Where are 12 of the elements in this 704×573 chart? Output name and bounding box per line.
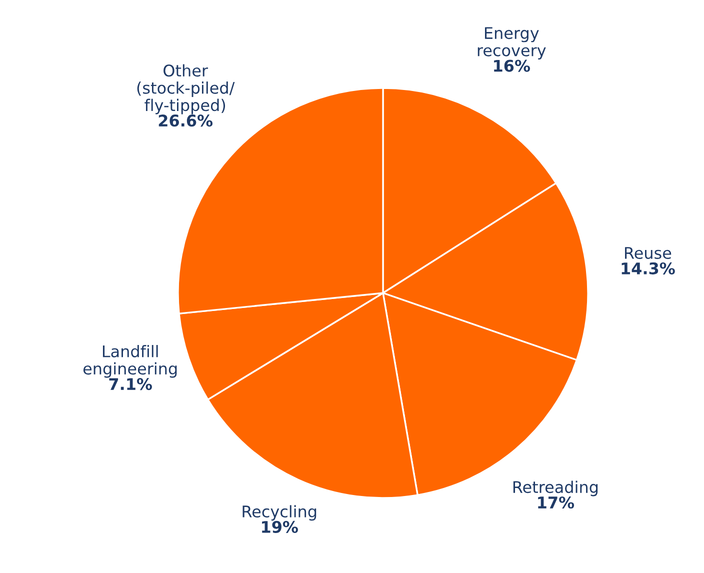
data-label: 19% [262, 520, 298, 533]
slice-label: Recycling [242, 505, 316, 521]
data-label: 7.1% [109, 378, 152, 390]
slice-label: Other (stock-piled/ fly-tipped) [137, 64, 235, 114]
slice-label: Energy recovery [478, 27, 546, 60]
data-label: 17% [538, 496, 574, 509]
data-label: 26.6% [158, 114, 213, 127]
slice-label: Reuse [625, 247, 672, 259]
slice-label: Retreading [513, 480, 598, 496]
data-label: 16% [494, 60, 530, 72]
data-label: 14.3% [622, 262, 675, 274]
slice-label: Landfill engineering [83, 345, 177, 378]
